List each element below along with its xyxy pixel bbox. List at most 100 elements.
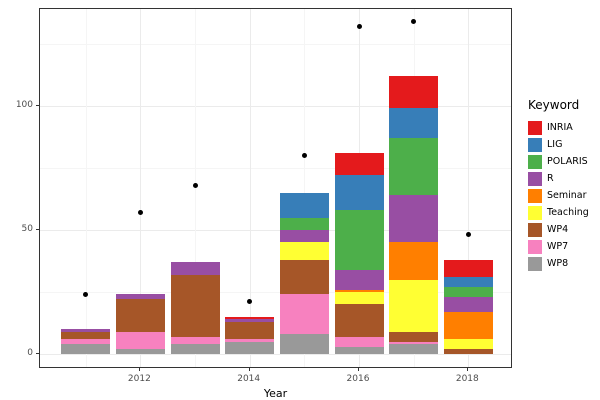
legend-key-swatch-teaching [528, 205, 542, 220]
legend-label-inria: INRIA [547, 121, 573, 133]
bar-segment-lig-2016 [334, 175, 384, 211]
legend-key-swatch-seminar [528, 188, 542, 203]
y-minor-gridline [40, 44, 511, 45]
bar-segment-wp8-2014 [225, 341, 275, 354]
plot-panel [39, 8, 512, 368]
bar-segment-wp4-2014 [225, 321, 275, 340]
total-point-2012 [137, 210, 143, 216]
legend-label-polaris: POLARIS [547, 155, 588, 167]
y-tick-label: 100 [15, 99, 33, 110]
x-minor-gridline [304, 9, 306, 367]
bar-segment-inria-2014 [225, 316, 275, 320]
bar-segment-wp4-2013 [170, 274, 220, 337]
x-tick-mark [467, 368, 469, 371]
legend-item-inria: INRIA [528, 119, 600, 136]
bar-segment-teaching-2015 [279, 242, 329, 260]
legend-key-swatch-inria [528, 120, 542, 135]
y-major-gridline [40, 230, 511, 231]
total-point-2016 [356, 24, 362, 30]
y-minor-gridline [40, 168, 511, 169]
total-point-2018 [465, 232, 471, 238]
y-major-gridline [40, 354, 511, 355]
bar-segment-wp7-2011 [61, 339, 111, 345]
legend-label-wp8: WP8 [547, 257, 569, 269]
total-point-2013 [192, 182, 198, 188]
legend-item-lig: LIG [528, 136, 600, 153]
bar-segment-seminar-2017 [389, 242, 439, 280]
x-tick-label: 2014 [237, 374, 261, 384]
bar-segment-wp4-2017 [389, 331, 439, 342]
y-major-gridline [40, 106, 511, 107]
bar-segment-polaris-2017 [389, 138, 439, 196]
legend: Keyword INRIA LIG POLARIS R Seminar Teaching W… [528, 98, 600, 272]
bar-segment-wp8-2012 [115, 349, 165, 354]
total-point-2011 [83, 291, 89, 297]
y-tick-mark [36, 105, 39, 106]
legend-item-seminar: Seminar [528, 187, 600, 204]
bar-segment-wp7-2015 [279, 294, 329, 335]
legend-item-wp8: WP8 [528, 255, 600, 272]
legend-key-swatch-wp8 [528, 256, 542, 271]
bar-segment-wp7-2016 [334, 336, 384, 347]
legend-label-teaching: Teaching [547, 206, 589, 218]
legend-label-r: R [547, 172, 554, 184]
y-tick-label: 0 [27, 347, 33, 358]
x-minor-gridline [85, 9, 87, 367]
bar-segment-inria-2018 [443, 259, 493, 278]
bar-segment-r-2017 [389, 195, 439, 243]
y-tick-mark [36, 353, 39, 354]
legend-item-wp7: WP7 [528, 238, 600, 255]
bar-segment-teaching-2018 [443, 339, 493, 350]
legend-label-seminar: Seminar [547, 189, 587, 201]
total-point-2017 [411, 19, 417, 25]
x-major-gridline [249, 9, 251, 367]
bar-segment-wp8-2011 [61, 344, 111, 354]
bar-segment-r-2016 [334, 269, 384, 290]
x-minor-gridline [195, 9, 197, 367]
y-minor-gridline [40, 292, 511, 293]
bar-segment-wp8-2015 [279, 334, 329, 354]
x-axis-title: Year [263, 387, 288, 400]
bar-segment-seminar-2018 [443, 311, 493, 340]
bar-segment-wp4-2018 [443, 349, 493, 354]
total-point-2015 [301, 153, 307, 159]
legend-key-swatch-lig [528, 137, 542, 152]
bar-segment-polaris-2018 [443, 287, 493, 297]
bar-segment-r-2013 [170, 262, 220, 275]
bar-segment-wp7-2013 [170, 336, 220, 345]
bar-segment-seminar-2016 [334, 289, 384, 292]
x-tick-label: 2012 [127, 374, 151, 384]
legend-title: Keyword [528, 98, 580, 112]
legend-label-lig: LIG [547, 138, 563, 150]
x-tick-mark [358, 368, 359, 371]
y-tick-label: 50 [21, 223, 33, 234]
bar-segment-wp4-2016 [334, 304, 384, 337]
bar-segment-r-2014 [225, 319, 275, 322]
bar-segment-wp7-2012 [115, 331, 165, 350]
legend-item-r: R [528, 170, 600, 187]
bar-segment-lig-2015 [279, 192, 329, 218]
bar-segment-wp8-2017 [389, 344, 439, 354]
y-axis-title: Count [0, 8, 187, 368]
bar-segment-wp4-2012 [115, 299, 165, 332]
legend-item-polaris: POLARIS [528, 153, 600, 170]
bar-segment-inria-2017 [389, 76, 439, 109]
total-point-2014 [247, 299, 253, 305]
legend-key-swatch-wp4 [528, 222, 542, 237]
legend-label-wp7: WP7 [547, 240, 569, 252]
legend-key-swatch-wp7 [528, 239, 542, 254]
y-tick-mark [36, 229, 39, 230]
legend-key-swatch-r [528, 171, 542, 186]
bar-segment-wp8-2013 [170, 344, 220, 354]
bar-segment-r-2011 [61, 329, 111, 332]
legend-items: INRIA LIG POLARIS R Seminar Teaching WP4 WP7 WP8 [528, 119, 600, 272]
bar-segment-r-2018 [443, 296, 493, 312]
bar-segment-teaching-2017 [389, 279, 439, 332]
x-tick-label: 2018 [455, 374, 479, 384]
x-tick-mark [139, 368, 141, 371]
bar-segment-wp7-2017 [389, 341, 439, 345]
x-major-gridline [468, 9, 470, 367]
bar-segment-wp8-2016 [334, 346, 384, 354]
legend-label-wp4: WP4 [547, 223, 569, 235]
